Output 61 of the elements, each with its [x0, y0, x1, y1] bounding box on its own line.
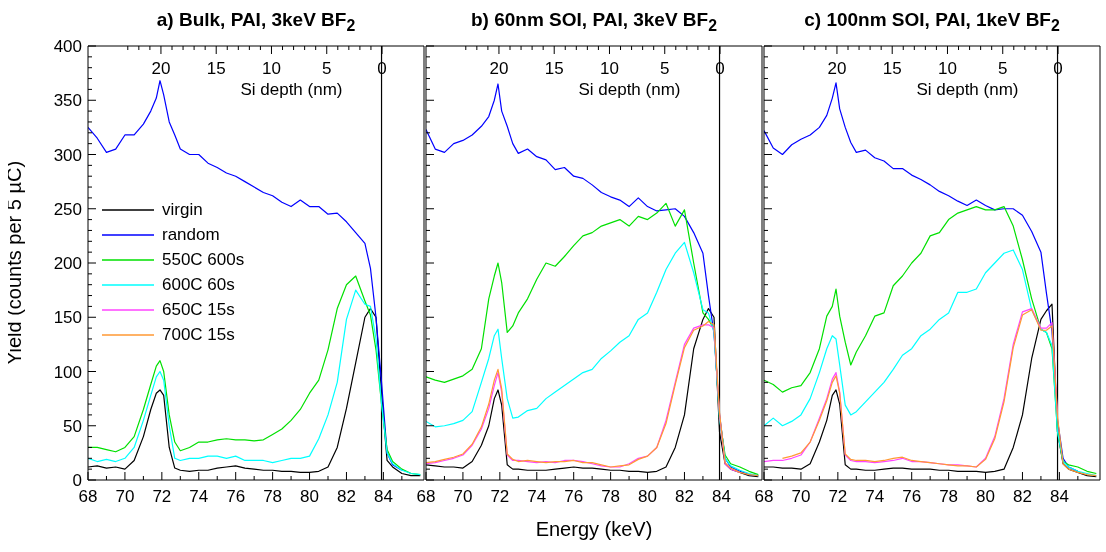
- x-tick-label: 70: [453, 487, 473, 506]
- legend-label: random: [162, 225, 220, 246]
- x-tick-label: 78: [939, 487, 959, 506]
- x-tick-label: 68: [754, 487, 774, 506]
- x2-tick-label: 10: [262, 59, 281, 78]
- x2-tick-label: 15: [206, 59, 226, 78]
- legend-label: 550C 600s: [162, 250, 245, 271]
- y-tick-label: 0: [72, 471, 82, 490]
- y-tick-label: 100: [53, 362, 82, 382]
- x-tick-label: 82: [337, 487, 356, 506]
- x2-tick-label: 20: [151, 59, 171, 78]
- x-tick-label: 76: [902, 487, 922, 506]
- x-tick-label: 78: [263, 487, 283, 506]
- chart-title: b) 60nm SOI, PAI, 3keV BF$_{2}$: [470, 8, 718, 36]
- x-tick-label: 74: [527, 487, 547, 506]
- x2-tick-label: 10: [938, 59, 957, 78]
- x2-tick-label: 20: [827, 59, 847, 78]
- x-tick-label: 72: [152, 487, 172, 506]
- chart-title: c) 100nm SOI, PAI, 1keV BF$_{2}$: [803, 8, 1061, 36]
- y-tick-label: 50: [63, 416, 82, 436]
- x-tick-label: 80: [300, 487, 319, 506]
- x-tick-label: 70: [791, 487, 811, 506]
- x-tick-label: 82: [1013, 487, 1032, 506]
- x-tick-label: 82: [675, 487, 694, 506]
- x2-axis-title: Si depth (nm): [916, 80, 1019, 100]
- x-tick-label: 72: [490, 487, 510, 506]
- x-tick-label: 84: [373, 487, 393, 506]
- y-tick-label: 200: [53, 254, 82, 273]
- legend-label: 700C 15s: [162, 325, 235, 346]
- x-tick-label: 70: [115, 487, 135, 506]
- x2-tick-label: 5: [322, 59, 332, 78]
- legend-label: 650C 15s: [162, 300, 235, 321]
- x-tick-label: 68: [78, 487, 98, 506]
- x2-tick-label: 5: [998, 59, 1008, 78]
- y-tick-label: 250: [53, 199, 82, 219]
- x2-tick-label: 15: [882, 59, 902, 78]
- x-tick-label: 80: [638, 487, 657, 506]
- y-tick-label: 350: [53, 91, 82, 111]
- x-tick-label: 68: [416, 487, 436, 506]
- x2-tick-label: 20: [489, 59, 509, 78]
- x2-tick-label: 10: [600, 59, 619, 78]
- x-tick-label: 78: [601, 487, 621, 506]
- x-tick-label: 74: [189, 487, 209, 506]
- y-tick-label: 300: [53, 145, 82, 165]
- legend-label: virgin: [162, 200, 203, 221]
- x2-tick-label: 15: [544, 59, 564, 78]
- x2-axis-title: Si depth (nm): [578, 80, 681, 100]
- x-tick-label: 84: [1049, 487, 1069, 506]
- x-tick-label: 76: [226, 487, 246, 506]
- x2-tick-label: 5: [660, 59, 670, 78]
- x-tick-label: 74: [865, 487, 885, 506]
- x2-axis-title: Si depth (nm): [240, 80, 343, 100]
- chart-title: a) Bulk, PAI, 3keV BF$_{2}$: [155, 8, 357, 36]
- x-tick-label: 80: [976, 487, 995, 506]
- x-tick-label: 76: [564, 487, 584, 506]
- x-tick-label: 72: [828, 487, 848, 506]
- legend-label: 600C 60s: [162, 275, 235, 296]
- y-tick-label: 150: [53, 308, 82, 328]
- x-axis-title: Energy (keV): [535, 518, 653, 540]
- y-tick-label: 400: [53, 37, 82, 56]
- x-tick-label: 84: [711, 487, 731, 506]
